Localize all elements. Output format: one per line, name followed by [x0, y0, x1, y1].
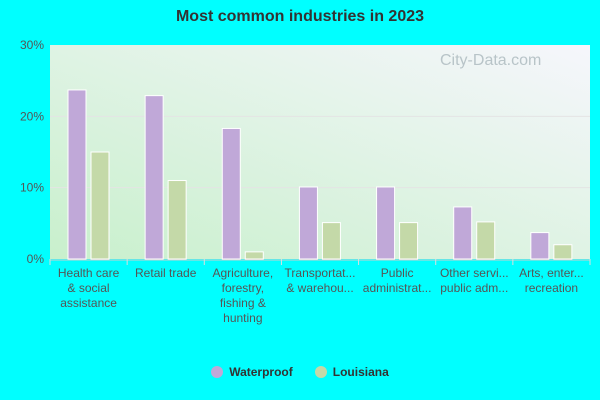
- x-tick-label: Agriculture,: [213, 266, 274, 280]
- bar-louisiana: [90, 151, 110, 260]
- bar-waterproof: [376, 186, 396, 260]
- x-tick-label: hunting: [223, 311, 262, 325]
- legend-item-louisiana: Louisiana: [314, 365, 389, 379]
- x-tick-label: Retail trade: [135, 266, 197, 280]
- legend-swatch: [211, 366, 224, 378]
- bar-louisiana: [167, 180, 187, 260]
- bar-louisiana: [476, 221, 496, 260]
- bar-waterproof: [453, 206, 473, 260]
- y-tick-label: 20%: [20, 109, 44, 123]
- bar-louisiana: [321, 222, 341, 260]
- bar-waterproof: [67, 89, 87, 260]
- bar-waterproof: [298, 186, 318, 260]
- legend-swatch: [314, 366, 327, 378]
- plot-background: [50, 45, 590, 259]
- bar-waterproof: [144, 95, 164, 260]
- x-tick-label: recreation: [525, 281, 578, 295]
- x-tick-label: fishing &: [220, 296, 266, 310]
- chart-title: Most common industries in 2023: [175, 8, 425, 25]
- legend-item-waterproof: Waterproof: [211, 365, 293, 379]
- bar-waterproof: [221, 127, 241, 260]
- x-tick-label: & warehou...: [286, 281, 353, 295]
- x-tick-label: Transportat...: [285, 266, 356, 280]
- bar-louisiana: [553, 244, 573, 260]
- x-tick-label: Arts, enter...: [519, 266, 584, 280]
- x-tick-label: assistance: [60, 296, 117, 310]
- bar-louisiana: [399, 222, 419, 260]
- y-tick-label: 30%: [20, 38, 44, 52]
- x-tick-label: Public: [381, 266, 414, 280]
- x-tick-label: & social: [68, 281, 110, 295]
- y-tick-label: 0%: [27, 252, 45, 266]
- x-tick-label: Health care: [58, 266, 120, 280]
- x-tick-label: public adm...: [440, 281, 508, 295]
- x-tick-label: administrat...: [363, 281, 432, 295]
- y-tick-label: 10%: [20, 181, 44, 195]
- legend: Waterproof Louisiana: [0, 365, 600, 379]
- bar-louisiana: [244, 251, 264, 260]
- x-tick-label: Other servi...: [440, 266, 509, 280]
- watermark-logo: City-Data.com: [440, 52, 542, 69]
- bar-waterproof: [530, 232, 550, 260]
- x-tick-label: forestry,: [222, 281, 264, 295]
